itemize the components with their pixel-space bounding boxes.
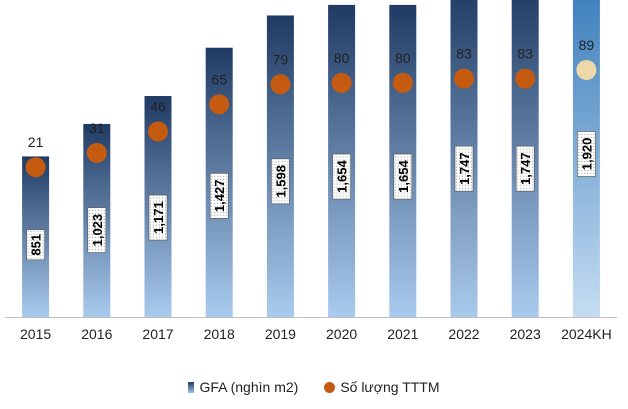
mall-count-label: 83 (517, 46, 533, 62)
gfa-value-label-box (271, 158, 290, 205)
mall-count-label: 89 (579, 37, 595, 53)
gfa-value-text: 1,654 (396, 160, 411, 193)
gfa-value-label-box (26, 229, 45, 261)
x-tick-label: 2018 (204, 326, 235, 342)
mall-count-label: 21 (28, 134, 44, 150)
gfa-value-label-box (87, 207, 107, 253)
gfa-value-label-box (454, 145, 474, 192)
gfa-value-label: 1,747 (454, 145, 474, 192)
gfa-value-label-box (577, 131, 596, 177)
mall-count-point (209, 94, 230, 115)
gfa-value-text: 1,747 (457, 152, 472, 185)
x-tick-label: 2015 (20, 326, 51, 342)
gfa-value-label: 1,427 (209, 173, 229, 219)
gfa-value-text: 851 (29, 234, 44, 256)
gfa-value-label: 1,171 (148, 194, 168, 241)
gfa-value-label-box (332, 153, 351, 200)
x-tick-label: 2016 (81, 326, 112, 342)
gfa-value-text: 1,747 (518, 152, 533, 185)
legend-item-mall-count: Số lượng TTTM (324, 379, 440, 395)
mall-count-dots: 21 31 46 65 79 80 80 83 83 89 (25, 37, 597, 178)
gfa-value-label: 1,023 (87, 207, 107, 253)
gfa-value-label: 1,654 (393, 153, 413, 200)
mall-count-point (392, 72, 413, 93)
mall-count-point (86, 142, 107, 163)
gfa-value-label: 1,747 (515, 145, 535, 192)
mall-count-label: 46 (150, 98, 166, 114)
x-tick-label: 2022 (448, 326, 479, 342)
mall-count-label: 83 (456, 46, 472, 62)
gfa-value-label: 1,920 (577, 131, 596, 177)
gfa-value-label-box (393, 153, 413, 200)
mall-count-label: 65 (211, 71, 227, 87)
mall-count-label: 79 (273, 51, 289, 67)
x-axis-ticks: 2015 2016 2017 2018 2019 2020 2021 2022 2023 2024… (20, 326, 612, 342)
gfa-value-label: 1,654 (332, 153, 351, 200)
mall-count-point (270, 74, 291, 95)
gfa-value-text: 1,171 (151, 201, 166, 234)
x-tick-label: 2024KH (561, 326, 612, 342)
mall-count-point (25, 157, 46, 178)
mall-count-point (148, 121, 168, 142)
x-tick-label: 2019 (265, 326, 296, 342)
legend-item-gfa: GFA (nghìn m2) (188, 379, 298, 395)
x-tick-label: 2021 (387, 326, 418, 342)
gfa-bars: 851 1,023 1,171 1,427 1,598 1,654 1,654 1,747 1,… (22, 0, 600, 318)
mall-count-label: 80 (334, 50, 350, 66)
mall-count-swatch-icon (324, 381, 336, 393)
mall-count-label: 31 (89, 120, 105, 136)
mall-count-point (331, 72, 352, 93)
x-tick-label: 2017 (142, 326, 173, 342)
legend-label-mall-count: Số lượng TTTM (340, 379, 440, 395)
mall-count-point (515, 68, 536, 89)
x-tick-label: 2023 (510, 326, 541, 342)
gfa-value-text: 1,427 (212, 180, 227, 213)
gfa-value-label: 851 (26, 229, 45, 261)
gfa-value-label-box (515, 145, 535, 192)
gfa-value-text: 1,654 (335, 160, 350, 193)
x-tick-label: 2020 (326, 326, 357, 342)
gfa-value-label: 1,598 (271, 158, 290, 205)
legend: GFA (nghìn m2) Số lượng TTTM (0, 376, 628, 398)
gfa-value-label-box (209, 173, 229, 219)
mall-count-point (454, 68, 474, 89)
legend-label-gfa: GFA (nghìn m2) (199, 379, 299, 395)
mall-count-point (576, 60, 597, 80)
gfa-swatch-icon (188, 381, 195, 393)
mall-count-label: 80 (395, 50, 411, 66)
gfa-value-text: 1,920 (579, 138, 594, 171)
gfa-value-text: 1,598 (273, 165, 288, 198)
gfa-value-label-box (148, 194, 168, 241)
gfa-value-text: 1,023 (90, 214, 105, 247)
